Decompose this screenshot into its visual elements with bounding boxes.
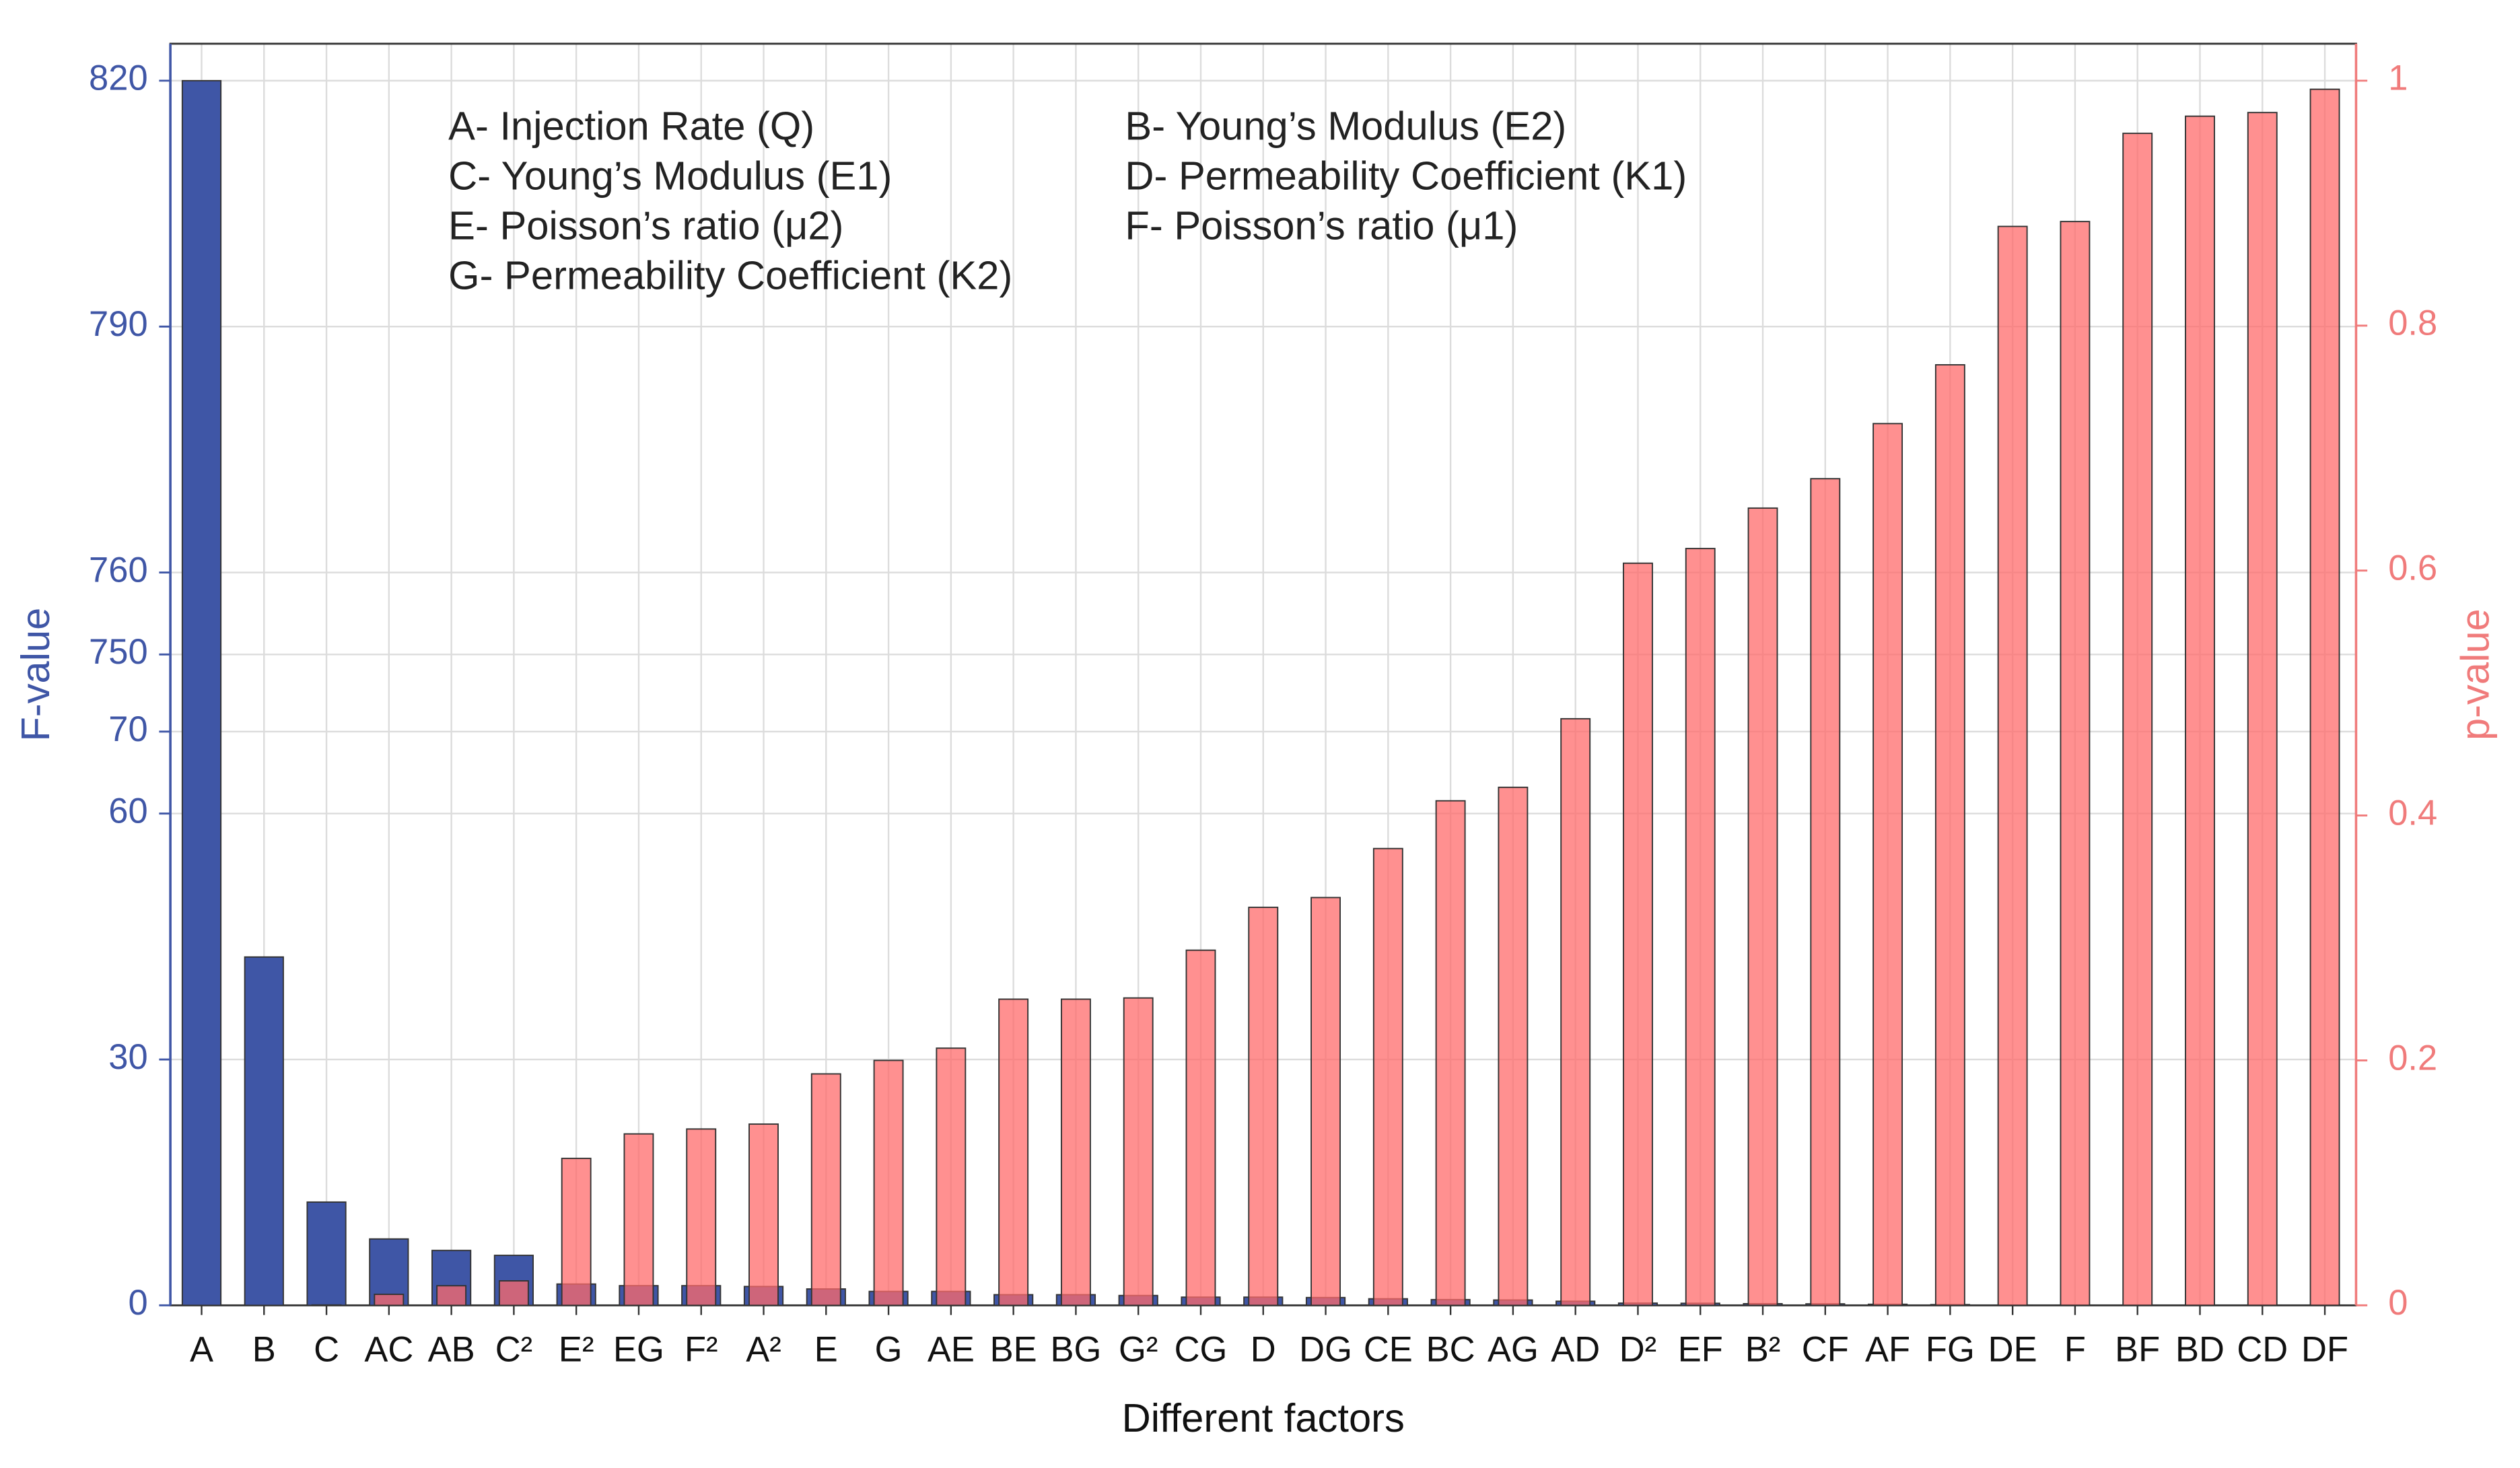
y2-tick-label: 0 bbox=[2388, 1283, 2408, 1323]
p-value-bar bbox=[561, 1158, 592, 1306]
x-tick-label: BD bbox=[2175, 1329, 2225, 1369]
p-value-bar bbox=[1873, 423, 1903, 1306]
y-tick-label: 820 bbox=[89, 59, 148, 98]
y2-tick-label: 0.6 bbox=[2388, 549, 2437, 588]
f-value-bar bbox=[306, 1201, 347, 1306]
p-value-bar bbox=[2185, 115, 2215, 1306]
x-tick-label: E bbox=[814, 1329, 838, 1369]
annotation: G- Permeability Coefficient (K2) bbox=[448, 252, 1012, 298]
x-tick-label: B² bbox=[1745, 1329, 1781, 1369]
p-value-bar bbox=[2309, 88, 2340, 1306]
p-value-bar bbox=[2060, 221, 2091, 1306]
p-value-bar bbox=[436, 1285, 467, 1306]
p-value-bar bbox=[1934, 364, 1965, 1306]
x-tick-label: E² bbox=[559, 1329, 594, 1369]
p-value-bar bbox=[1997, 225, 2028, 1306]
x-tick-label: D bbox=[1251, 1329, 1276, 1369]
y-axis-title: F-value bbox=[13, 608, 58, 742]
x-tick-label: BC bbox=[1426, 1329, 1475, 1369]
x-tick-label: F² bbox=[685, 1329, 718, 1369]
p-value-bar bbox=[311, 1304, 342, 1306]
y-tick-label: 760 bbox=[89, 550, 148, 590]
f-value-bar bbox=[244, 956, 284, 1306]
x-tick-label: A² bbox=[746, 1329, 781, 1369]
x-tick-label: BE bbox=[990, 1329, 1037, 1369]
p-value-bar bbox=[1747, 507, 1778, 1306]
p-value-bar bbox=[1248, 907, 1279, 1306]
y-tick-label: 70 bbox=[108, 709, 147, 749]
x-tick-label: BG bbox=[1050, 1329, 1101, 1369]
x-tick-label: AG bbox=[1488, 1329, 1539, 1369]
p-value-bar bbox=[998, 998, 1029, 1306]
p-value-bar bbox=[1310, 897, 1341, 1306]
x-tick-label: BF bbox=[2115, 1329, 2160, 1369]
p-value-bar bbox=[374, 1294, 405, 1306]
x-tick-label: F bbox=[2064, 1329, 2086, 1369]
p-value-bar bbox=[1123, 997, 1154, 1306]
x-tick-label: C bbox=[314, 1329, 339, 1369]
x-tick-label: G bbox=[875, 1329, 903, 1369]
y-tick-label: 60 bbox=[108, 792, 147, 831]
y2-tick-label: 0.4 bbox=[2388, 793, 2437, 833]
x-tick-label: AD bbox=[1551, 1329, 1600, 1369]
x-tick-label: FG bbox=[1926, 1329, 1975, 1369]
x-tick-label: AF bbox=[1865, 1329, 1910, 1369]
annotation: E- Poisson’s ratio (μ2) bbox=[448, 203, 843, 248]
x-tick-label: EF bbox=[1678, 1329, 1723, 1369]
x-tick-label: DE bbox=[1988, 1329, 2037, 1369]
y-tick-label: 790 bbox=[89, 304, 148, 344]
x-tick-label: CG bbox=[1175, 1329, 1228, 1369]
x-tick-label: DF bbox=[2301, 1329, 2348, 1369]
p-value-bar bbox=[1498, 786, 1529, 1306]
p-value-bar bbox=[498, 1280, 529, 1306]
p-value-bar bbox=[686, 1128, 717, 1306]
y-tick-label: 750 bbox=[89, 632, 148, 672]
p-value-bar bbox=[1810, 478, 1841, 1306]
x-tick-label: AB bbox=[428, 1329, 475, 1369]
p-value-bar bbox=[2247, 112, 2278, 1306]
x-tick-label: CD bbox=[2237, 1329, 2288, 1369]
x-tick-label: AE bbox=[928, 1329, 975, 1369]
p-value-bar bbox=[1060, 998, 1091, 1306]
p-value-bar bbox=[1372, 847, 1403, 1306]
x-tick-label: CE bbox=[1364, 1329, 1413, 1369]
y2-tick-label: 0.2 bbox=[2388, 1038, 2437, 1078]
y-tick-label: 0 bbox=[128, 1283, 147, 1323]
x-tick-label: G² bbox=[1119, 1329, 1158, 1369]
x-tick-label: DG bbox=[1299, 1329, 1352, 1369]
y2-tick-label: 0.8 bbox=[2388, 304, 2437, 343]
p-value-bar bbox=[1185, 949, 1216, 1306]
x-tick-label: B bbox=[252, 1329, 276, 1369]
x-tick-label: A bbox=[190, 1329, 213, 1369]
y2-tick-label: 1 bbox=[2388, 59, 2408, 98]
annotation: C- Young’s Modulus (E1) bbox=[448, 153, 892, 198]
annotation: D- Permeability Coefficient (K1) bbox=[1125, 153, 1687, 198]
x-axis-title: Different factors bbox=[1122, 1395, 1405, 1440]
x-tick-label: CF bbox=[1802, 1329, 1849, 1369]
p-value-bar bbox=[1685, 547, 1716, 1306]
annotation: A- Injection Rate (Q) bbox=[448, 103, 814, 148]
x-tick-label: C² bbox=[495, 1329, 532, 1369]
y-tick-label: 30 bbox=[108, 1037, 147, 1077]
p-value-bar bbox=[936, 1047, 967, 1306]
p-value-bar bbox=[748, 1123, 779, 1306]
p-value-bar bbox=[2122, 133, 2153, 1306]
p-value-bar bbox=[810, 1073, 841, 1306]
annotation: B- Young’s Modulus (E2) bbox=[1125, 103, 1566, 148]
x-tick-label: AC bbox=[364, 1329, 413, 1369]
p-value-bar bbox=[1560, 718, 1591, 1306]
p-value-bar bbox=[1623, 562, 1653, 1306]
annotation: F- Poisson’s ratio (μ1) bbox=[1125, 203, 1518, 248]
x-tick-label: EG bbox=[613, 1329, 664, 1369]
f-value-bar bbox=[181, 79, 222, 1306]
p-value-bar bbox=[873, 1059, 904, 1306]
p-value-bar bbox=[1435, 800, 1466, 1306]
x-tick-label: D² bbox=[1619, 1329, 1656, 1369]
p-value-bar bbox=[623, 1133, 654, 1306]
y2-axis-title: p-value bbox=[2453, 608, 2498, 740]
